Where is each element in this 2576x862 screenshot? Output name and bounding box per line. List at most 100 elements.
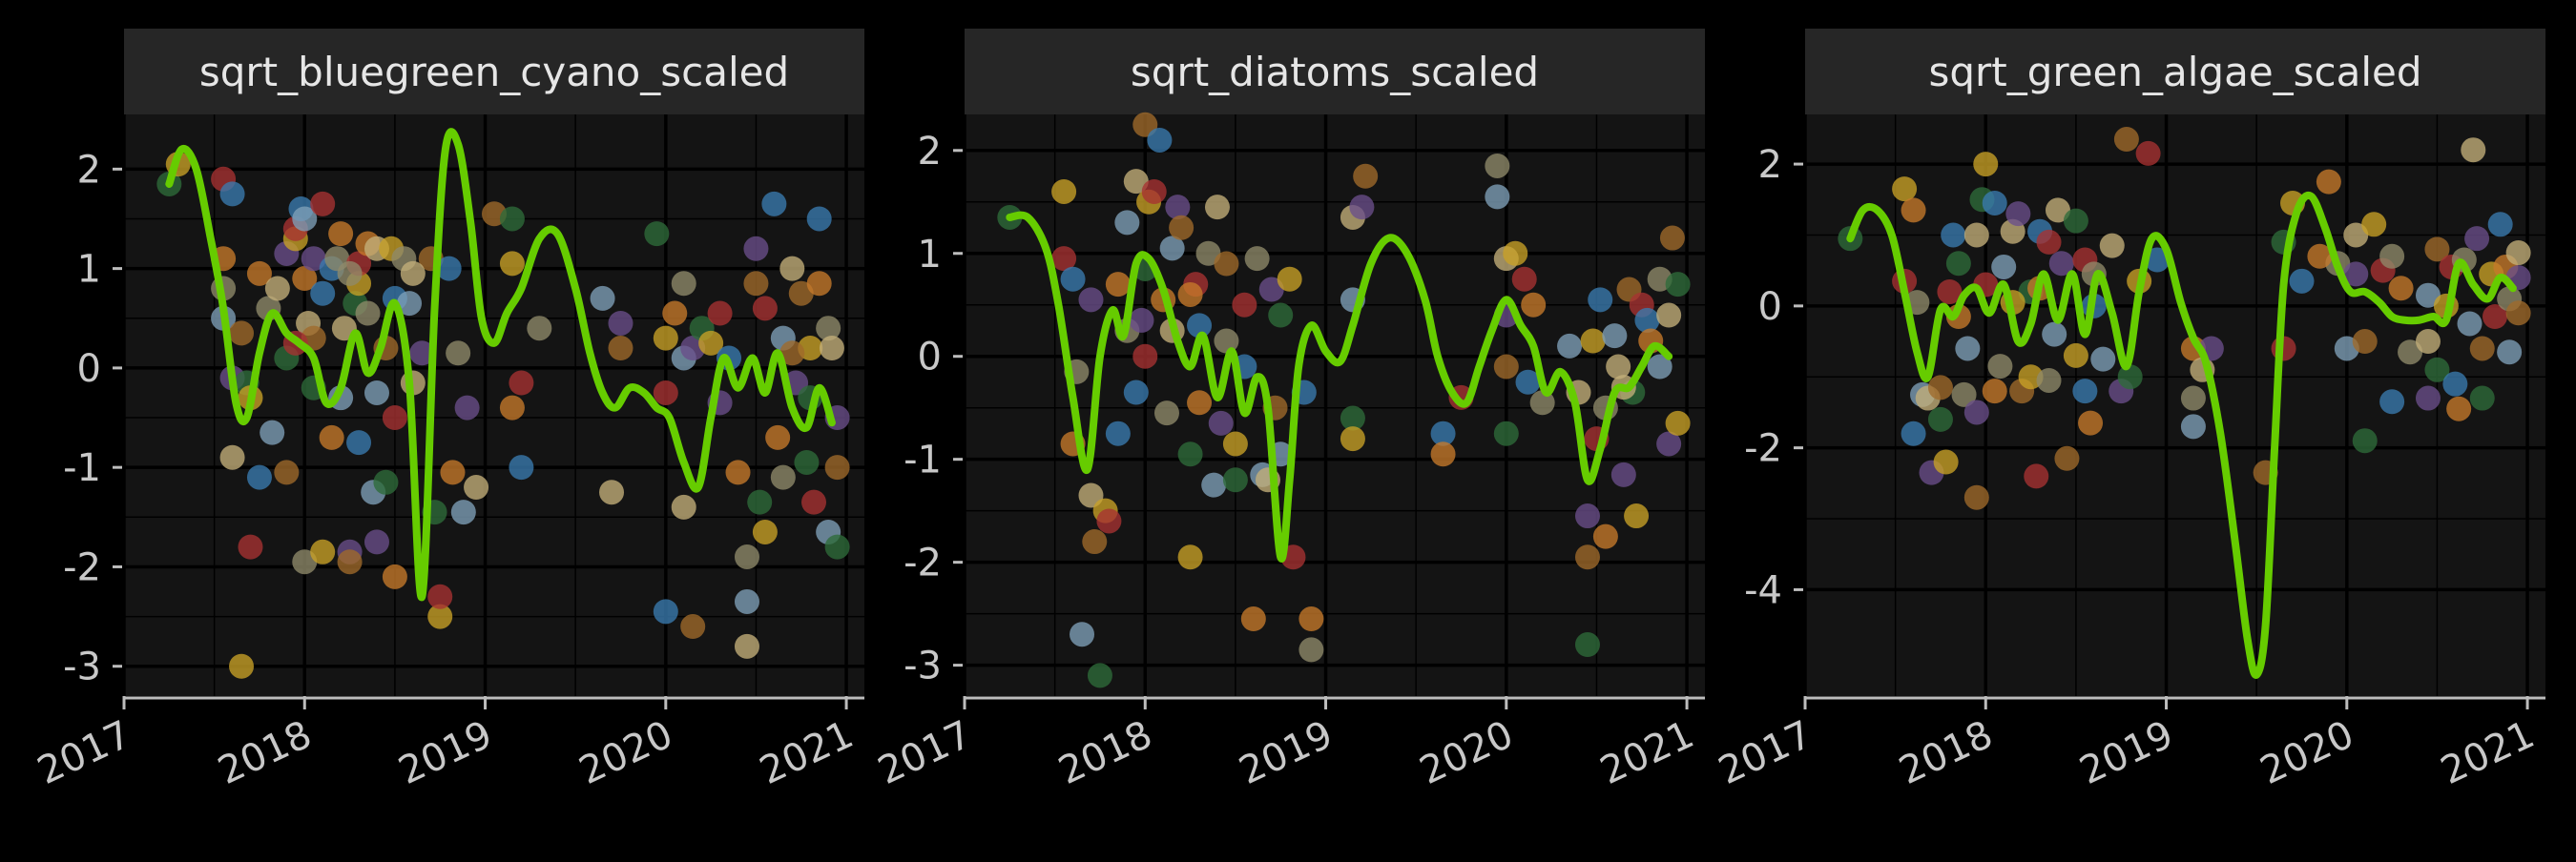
panel-1-data-point bbox=[499, 395, 525, 421]
panel-3-data-point bbox=[1945, 304, 1971, 330]
panel-1-data-point bbox=[499, 206, 525, 232]
panel-2-data-point bbox=[1656, 302, 1682, 328]
panel-2-data-point bbox=[1195, 240, 1221, 266]
panel-1-data-point bbox=[229, 653, 255, 679]
panel-3-data-point bbox=[2442, 371, 2468, 397]
panel-3-data-point bbox=[1901, 197, 1926, 223]
panel-1-data-point bbox=[653, 325, 678, 351]
panel-3-data-point bbox=[2042, 321, 2067, 347]
panel-1-y-tick-label: 1 bbox=[77, 248, 101, 292]
panel-3-data-point bbox=[2036, 229, 2062, 255]
panel-3-data-point bbox=[2505, 300, 2531, 326]
panel-1-data-point bbox=[337, 260, 363, 286]
panel-2-data-point bbox=[1222, 431, 1248, 457]
panel-3-data-point bbox=[2352, 329, 2378, 355]
panel-1-smooth bbox=[165, 128, 836, 601]
panel-1-data-point bbox=[346, 430, 372, 456]
panel-2-y-tick-label: -2 bbox=[904, 542, 942, 585]
panel-2-y-tick-label: 2 bbox=[918, 130, 942, 174]
panel-2-data-point bbox=[1187, 313, 1213, 339]
panel-3-data-point bbox=[1982, 379, 2007, 404]
panel-1-data-point bbox=[671, 271, 696, 297]
panel-1-strip bbox=[124, 29, 864, 114]
panel-2-data-point bbox=[1268, 302, 1294, 328]
panel-3-data-point bbox=[1963, 400, 1989, 425]
panel-1-data-point bbox=[743, 271, 769, 297]
panel-2-data-point bbox=[1153, 400, 1179, 426]
panel-1-data-point bbox=[301, 246, 326, 272]
panel-3-data-point bbox=[2469, 385, 2495, 411]
panel-2-points bbox=[997, 112, 1691, 688]
panel-2-data-point bbox=[1165, 195, 1191, 220]
panel-3-data-point bbox=[2045, 197, 2070, 223]
panel-1-data-point bbox=[292, 206, 318, 232]
panel-2-data-point bbox=[1340, 405, 1365, 431]
panel-3-data-point bbox=[2415, 282, 2441, 308]
panel-1-data-point bbox=[653, 599, 678, 625]
panel-3-data-point bbox=[2180, 385, 2206, 411]
panel-1-data-point bbox=[816, 316, 841, 341]
panel-3-data-point bbox=[2487, 212, 2513, 237]
panel-3-data-point bbox=[2054, 445, 2080, 471]
panel-3-data-point bbox=[1963, 222, 1989, 248]
panel-3-data-point bbox=[2036, 367, 2062, 393]
panel-1-data-point bbox=[608, 336, 634, 361]
panel-3-data-point bbox=[1927, 406, 1953, 432]
panel-1-data-point bbox=[397, 291, 423, 317]
panel-1-data-point bbox=[734, 633, 759, 659]
panel-2-data-point bbox=[1624, 503, 1650, 529]
panel-2-data-point bbox=[1503, 240, 1528, 266]
panel-2-data-point bbox=[1087, 663, 1112, 688]
panel-2-data-point bbox=[1493, 354, 1519, 380]
panel-2-data-point bbox=[1574, 632, 1600, 658]
panel-3-data-point bbox=[2343, 222, 2369, 248]
panel-2-data-point bbox=[1634, 307, 1660, 333]
panel-3-y-tick-label: -4 bbox=[1744, 568, 1782, 612]
panel-1-data-point bbox=[292, 266, 318, 292]
panel-2-data-point bbox=[1204, 195, 1230, 220]
panel-2-x-tick-label: 2021 bbox=[1594, 712, 1701, 793]
panel-2-data-point bbox=[1430, 441, 1456, 467]
panel-2-data-point bbox=[1177, 281, 1203, 307]
panel-1-data-point bbox=[264, 276, 290, 301]
panel-3-data-point bbox=[1941, 222, 1966, 248]
panel-3-data-point bbox=[2024, 463, 2049, 489]
panel-3-data-point bbox=[1937, 278, 1963, 304]
panel-3-data-point bbox=[2048, 251, 2074, 277]
panel-3-data-point bbox=[2072, 379, 2098, 404]
panel-3-x-tick-label: 2018 bbox=[1893, 712, 2000, 793]
panel-2-grid bbox=[963, 114, 1705, 696]
panel-3-data-point bbox=[2388, 276, 2414, 301]
panel-1-data-point bbox=[260, 420, 285, 445]
panel-1-data-point bbox=[608, 310, 634, 336]
panel-1-data-point bbox=[310, 191, 336, 216]
panel-2-data-point bbox=[1574, 544, 1600, 570]
panel-1-y-tick-label: 2 bbox=[77, 148, 101, 192]
panel-2-data-point bbox=[1665, 272, 1691, 298]
panel-3-y-tick-label: -2 bbox=[1744, 427, 1782, 471]
panel-3-data-point bbox=[2078, 410, 2104, 436]
panel-1-data-point bbox=[219, 181, 245, 207]
panel-3-data-point bbox=[2424, 357, 2450, 382]
panel-3-data-point bbox=[2063, 342, 2088, 368]
panel-2-data-point bbox=[1060, 266, 1086, 292]
panel-3-data-point bbox=[2316, 169, 2341, 195]
panel-1-data-point bbox=[590, 285, 615, 311]
panel-2-data-point bbox=[1169, 215, 1195, 240]
panel-1-data-point bbox=[454, 395, 480, 421]
panel-1-y-tick-label: 0 bbox=[77, 347, 101, 391]
panel-1-data-point bbox=[824, 455, 850, 481]
panel-1-data-point bbox=[436, 256, 462, 281]
panel-3-data-point bbox=[2307, 243, 2333, 269]
panel-2-data-point bbox=[1665, 410, 1691, 436]
panel-3-x-tick-label: 2017 bbox=[1713, 712, 1819, 793]
panel-3-data-point bbox=[1991, 254, 2017, 279]
panel-1-data-point bbox=[440, 460, 466, 485]
panel-3-data-point bbox=[2415, 385, 2441, 411]
panel-1-data-point bbox=[509, 370, 534, 396]
panel-1-x-tick-label: 2018 bbox=[212, 712, 319, 793]
panel-2-data-point bbox=[1521, 292, 1547, 318]
panel-1-data-point bbox=[509, 455, 534, 481]
panel-1-data-point bbox=[671, 494, 696, 520]
